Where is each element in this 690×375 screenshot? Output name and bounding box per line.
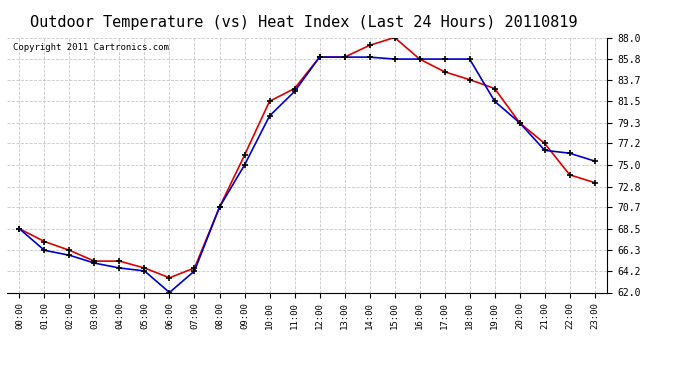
Text: Copyright 2011 Cartronics.com: Copyright 2011 Cartronics.com [13, 43, 169, 52]
Text: Outdoor Temperature (vs) Heat Index (Last 24 Hours) 20110819: Outdoor Temperature (vs) Heat Index (Las… [30, 15, 578, 30]
